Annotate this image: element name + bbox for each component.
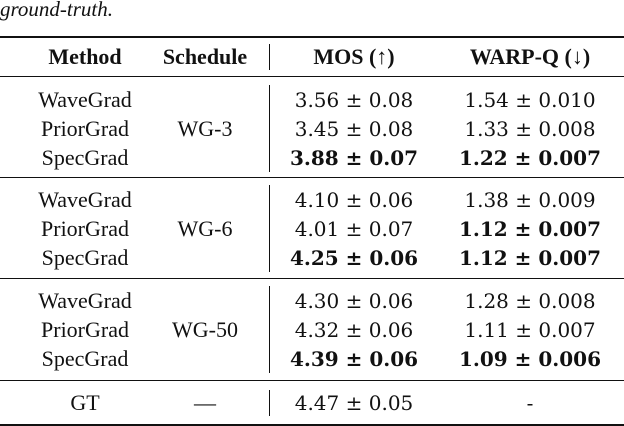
- method-cell: SpecGrad: [41, 245, 129, 270]
- group-separator: [0, 278, 624, 279]
- mos-cell: 4.39 ± 0.06: [289, 347, 419, 371]
- warpq-cell: 1.11 ± 0.007: [464, 318, 596, 342]
- schedule-cell: WG-3: [177, 116, 233, 141]
- gt-mos-cell: 4.47 ± 0.05: [294, 391, 414, 415]
- column-divider: [269, 185, 270, 272]
- method-cell: SpecGrad: [41, 145, 129, 170]
- mos-cell: 3.88 ± 0.07: [289, 146, 419, 170]
- schedule-cell: WG-6: [177, 216, 233, 241]
- header-mos: MOS (↑): [313, 44, 395, 69]
- warpq-cell: 1.28 ± 0.008: [464, 289, 596, 313]
- method-cell: WaveGrad: [38, 288, 132, 313]
- mos-cell: 4.30 ± 0.06: [294, 289, 414, 313]
- gt-schedule-cell: —: [194, 390, 216, 415]
- mos-cell: 4.01 ± 0.07: [294, 217, 414, 241]
- gt-warpq-cell: -: [526, 391, 534, 415]
- method-cell: WaveGrad: [38, 87, 132, 112]
- top-rule: [0, 36, 624, 38]
- warpq-cell: 1.54 ± 0.010: [464, 88, 596, 112]
- method-cell: PriorGrad: [41, 216, 129, 241]
- warpq-cell: 1.22 ± 0.007: [458, 146, 602, 170]
- mos-cell: 4.10 ± 0.06: [294, 188, 414, 212]
- mos-cell: 3.45 ± 0.08: [294, 117, 414, 141]
- header-rule: [0, 76, 624, 77]
- warpq-cell: 1.38 ± 0.009: [464, 188, 596, 212]
- column-divider: [269, 390, 270, 416]
- caption-tail: ground-truth.: [0, 0, 113, 21]
- header-method: Method: [48, 44, 122, 69]
- method-cell: PriorGrad: [41, 116, 129, 141]
- method-cell: WaveGrad: [38, 187, 132, 212]
- column-divider: [269, 44, 270, 70]
- warpq-cell: 1.33 ± 0.008: [464, 117, 596, 141]
- header-warpq: WARP-Q (↓): [469, 44, 591, 69]
- column-divider: [269, 286, 270, 373]
- group-separator: [0, 177, 624, 178]
- method-cell: SpecGrad: [41, 346, 129, 371]
- warpq-cell: 1.09 ± 0.006: [458, 347, 602, 371]
- mos-cell: 4.32 ± 0.06: [294, 318, 414, 342]
- bottom-rule: [0, 424, 624, 426]
- mos-cell: 4.25 ± 0.06: [289, 246, 419, 270]
- group-separator: [0, 380, 624, 381]
- schedule-cell: WG-50: [172, 317, 238, 342]
- warpq-cell: 1.12 ± 0.007: [458, 246, 602, 270]
- column-divider: [269, 85, 270, 172]
- mos-cell: 3.56 ± 0.08: [294, 88, 414, 112]
- warpq-cell: 1.12 ± 0.007: [458, 217, 602, 241]
- header-schedule: Schedule: [162, 44, 248, 69]
- method-cell: PriorGrad: [41, 317, 129, 342]
- gt-method-cell: GT: [70, 390, 100, 415]
